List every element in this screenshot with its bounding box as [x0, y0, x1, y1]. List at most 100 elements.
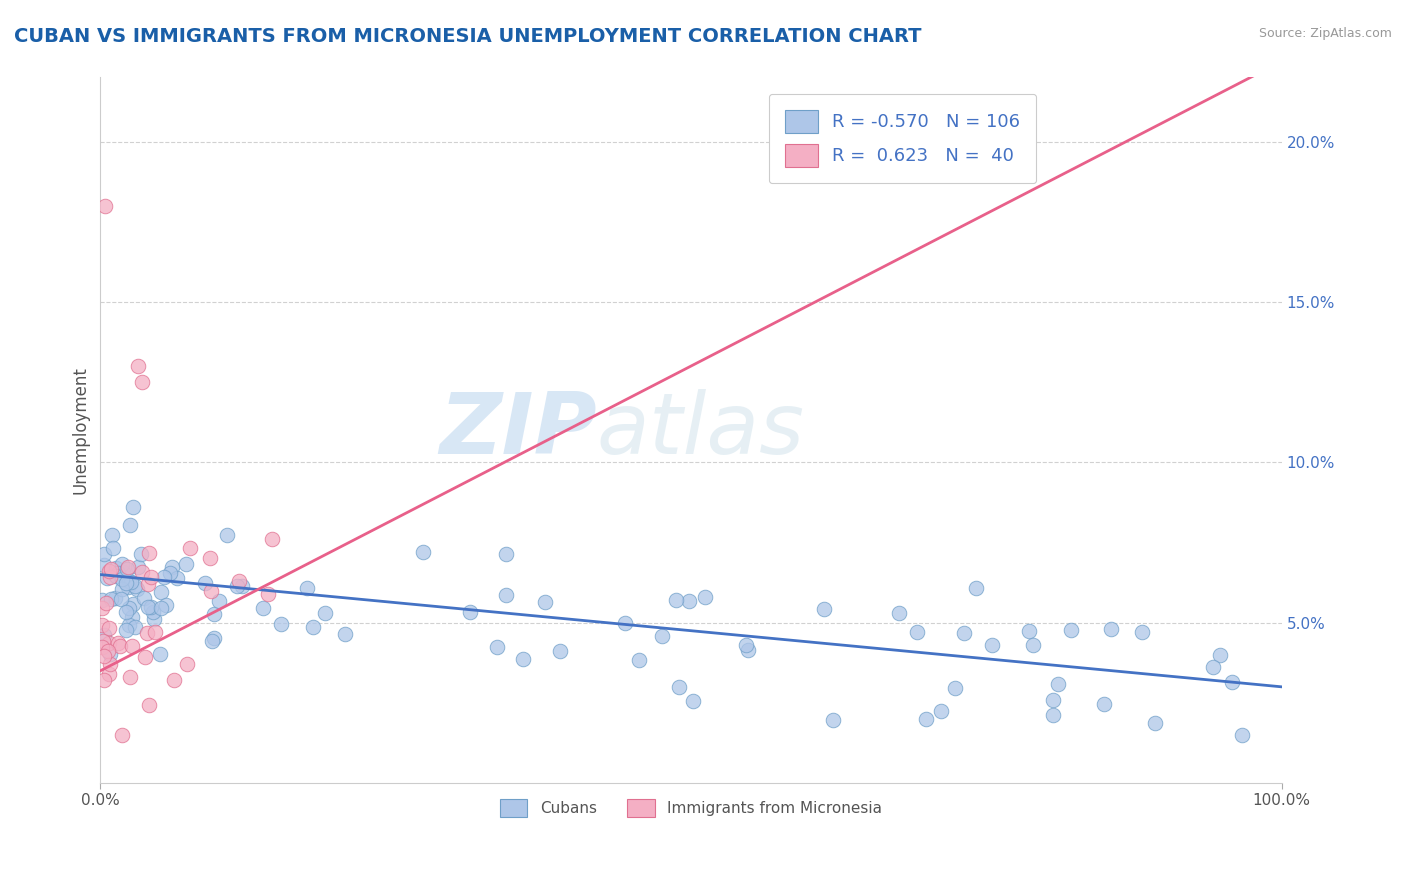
Point — [110, 591, 132, 606]
Point — [1130, 624, 1153, 639]
Point — [127, 560, 149, 574]
Point — [149, 647, 172, 661]
Point — [1018, 624, 1040, 639]
Point — [202, 607, 225, 622]
Point — [143, 612, 166, 626]
Point — [231, 579, 253, 593]
Point — [111, 557, 134, 571]
Point — [682, 694, 704, 708]
Point — [495, 588, 517, 602]
Point — [114, 624, 136, 638]
Point — [1042, 708, 1064, 723]
Point — [138, 698, 160, 713]
Point — [159, 566, 181, 580]
Point — [97, 621, 120, 635]
Point — [121, 639, 143, 653]
Point — [104, 568, 127, 582]
Point — [628, 652, 651, 666]
Point — [1099, 623, 1122, 637]
Point — [107, 566, 129, 580]
Y-axis label: Unemployment: Unemployment — [72, 367, 89, 494]
Point — [118, 601, 141, 615]
Point — [138, 546, 160, 560]
Legend: Cubans, Immigrants from Micronesia: Cubans, Immigrants from Micronesia — [492, 791, 890, 825]
Point — [105, 561, 128, 575]
Point — [100, 561, 122, 575]
Point — [127, 359, 149, 373]
Point — [512, 651, 534, 665]
Point — [118, 617, 141, 632]
Point — [97, 564, 120, 578]
Point — [107, 635, 129, 649]
Point — [117, 580, 139, 594]
Point — [120, 669, 142, 683]
Point — [270, 616, 292, 631]
Point — [155, 598, 177, 612]
Text: ZIP: ZIP — [439, 389, 596, 472]
Point — [821, 713, 844, 727]
Point — [548, 643, 571, 657]
Point — [139, 599, 162, 614]
Point — [614, 615, 637, 630]
Point — [1144, 715, 1167, 730]
Point — [124, 579, 146, 593]
Point — [122, 500, 145, 515]
Point — [208, 594, 231, 608]
Point — [143, 625, 166, 640]
Point — [101, 541, 124, 555]
Point — [166, 571, 188, 585]
Point — [1046, 677, 1069, 691]
Point — [333, 627, 356, 641]
Point — [124, 620, 146, 634]
Point — [93, 673, 115, 688]
Point — [131, 565, 153, 579]
Point — [122, 597, 145, 611]
Point — [495, 547, 517, 561]
Point — [176, 557, 198, 571]
Point — [90, 593, 112, 607]
Point — [118, 574, 141, 588]
Point — [97, 644, 120, 658]
Point — [314, 606, 336, 620]
Point — [115, 562, 138, 576]
Point — [953, 626, 976, 640]
Point — [98, 657, 121, 671]
Point — [153, 569, 176, 583]
Point — [485, 640, 508, 655]
Point — [665, 593, 688, 607]
Text: atlas: atlas — [596, 389, 804, 472]
Point — [1220, 675, 1243, 690]
Point — [90, 601, 112, 615]
Point — [160, 559, 183, 574]
Point — [201, 634, 224, 648]
Point — [194, 575, 217, 590]
Point — [226, 579, 249, 593]
Point — [111, 582, 134, 596]
Point — [111, 728, 134, 742]
Point — [200, 583, 222, 598]
Point — [1060, 624, 1083, 638]
Point — [100, 528, 122, 542]
Point — [980, 638, 1002, 652]
Point — [96, 571, 118, 585]
Point — [136, 600, 159, 615]
Point — [678, 594, 700, 608]
Point — [139, 570, 162, 584]
Point — [136, 626, 159, 640]
Text: Source: ZipAtlas.com: Source: ZipAtlas.com — [1258, 27, 1392, 40]
Point — [93, 558, 115, 573]
Point — [104, 591, 127, 605]
Point — [125, 582, 148, 597]
Point — [198, 551, 221, 566]
Point — [142, 605, 165, 619]
Point — [129, 547, 152, 561]
Point — [1202, 660, 1225, 674]
Point — [215, 527, 238, 541]
Point — [179, 541, 201, 556]
Point — [96, 596, 118, 610]
Point — [120, 575, 142, 590]
Point — [1232, 728, 1254, 742]
Point — [163, 673, 186, 687]
Point — [120, 518, 142, 533]
Point — [111, 566, 134, 580]
